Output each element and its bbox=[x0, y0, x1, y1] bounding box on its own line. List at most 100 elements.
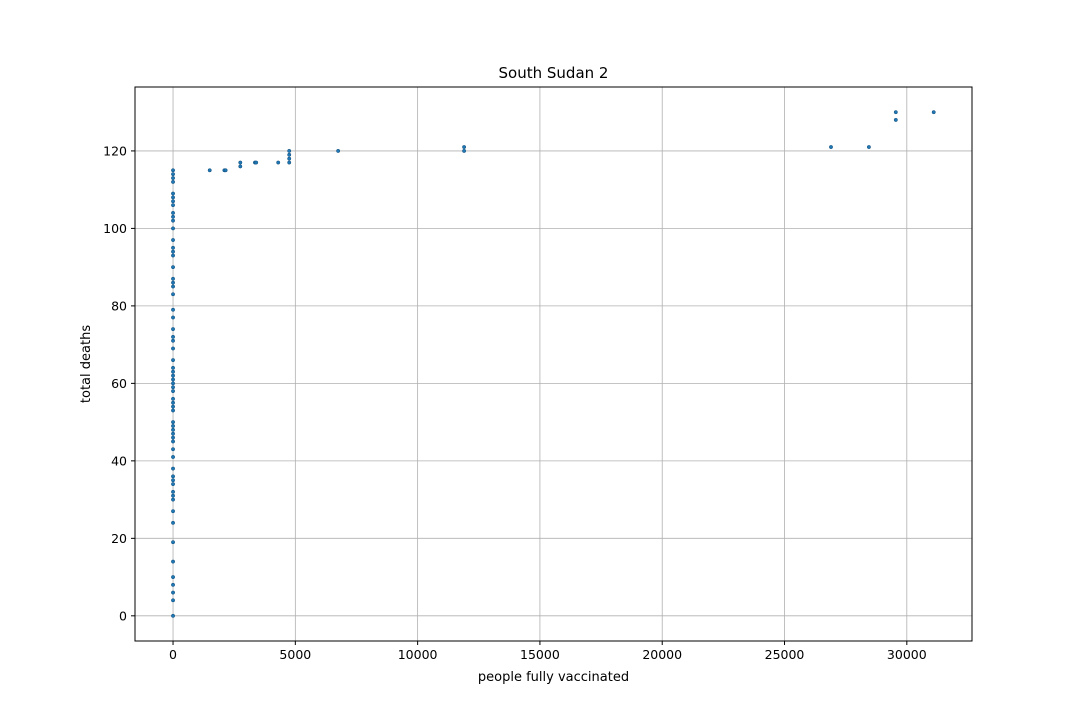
data-point bbox=[171, 365, 175, 370]
data-point bbox=[171, 199, 175, 204]
data-point bbox=[171, 509, 175, 514]
x-tick-label: 30000 bbox=[887, 647, 927, 662]
data-point bbox=[171, 424, 175, 428]
x-tick-label: 15000 bbox=[520, 647, 560, 662]
data-point bbox=[171, 408, 175, 413]
data-point bbox=[171, 210, 175, 215]
data-point bbox=[171, 315, 175, 320]
data-point bbox=[171, 292, 175, 297]
data-point bbox=[171, 431, 175, 436]
data-point bbox=[171, 245, 175, 250]
data-point bbox=[462, 145, 467, 149]
y-tick-label: 80 bbox=[111, 298, 127, 313]
data-point bbox=[171, 447, 175, 452]
data-point bbox=[171, 346, 175, 351]
data-point bbox=[223, 168, 228, 173]
data-point bbox=[254, 160, 259, 165]
data-point bbox=[171, 404, 175, 409]
data-point bbox=[171, 389, 175, 394]
data-point bbox=[171, 489, 175, 494]
data-point bbox=[287, 156, 292, 161]
y-tick-label: 0 bbox=[119, 608, 127, 623]
data-point bbox=[171, 385, 175, 390]
data-point bbox=[287, 160, 292, 165]
y-tick-label: 120 bbox=[103, 143, 127, 158]
data-point bbox=[893, 117, 898, 122]
grid bbox=[135, 87, 972, 641]
data-point bbox=[171, 265, 175, 270]
chart-title: South Sudan 2 bbox=[499, 64, 609, 82]
x-tick-label: 10000 bbox=[398, 647, 438, 662]
plot-frame bbox=[134, 86, 973, 642]
data-point bbox=[171, 176, 175, 180]
data-point bbox=[171, 195, 175, 200]
data-point bbox=[171, 226, 175, 231]
data-point bbox=[866, 145, 871, 149]
data-point bbox=[171, 179, 175, 184]
data-point bbox=[171, 284, 175, 289]
data-point bbox=[287, 148, 292, 153]
data-point bbox=[171, 280, 175, 285]
data-point bbox=[171, 249, 175, 254]
data-point bbox=[171, 369, 175, 374]
data-point bbox=[171, 474, 175, 479]
data-point bbox=[171, 276, 175, 281]
data-point bbox=[207, 168, 212, 173]
data-point bbox=[171, 218, 175, 223]
data-point bbox=[171, 214, 175, 219]
data-point bbox=[171, 373, 175, 378]
data-point bbox=[171, 400, 175, 405]
data-point bbox=[829, 145, 833, 149]
data-point bbox=[171, 520, 175, 525]
y-tick-label: 40 bbox=[111, 453, 127, 468]
data-point bbox=[171, 396, 175, 401]
y-tick-label: 60 bbox=[111, 376, 127, 391]
data-point bbox=[893, 110, 898, 115]
data-point bbox=[171, 253, 175, 258]
data-point bbox=[276, 160, 281, 165]
x-axis-label: people fully vaccinated bbox=[478, 670, 629, 685]
data-point bbox=[171, 540, 175, 545]
data-point bbox=[171, 327, 175, 332]
data-point bbox=[171, 493, 175, 498]
data-point bbox=[238, 160, 243, 165]
data-point bbox=[171, 427, 175, 432]
data-point bbox=[171, 482, 175, 487]
data-point bbox=[171, 358, 175, 363]
data-point bbox=[171, 439, 175, 444]
data-point bbox=[287, 152, 292, 157]
data-point bbox=[171, 478, 175, 483]
data-point bbox=[171, 455, 175, 459]
data-point bbox=[171, 598, 175, 603]
y-tick-label: 20 bbox=[111, 531, 127, 546]
x-tick-label: 5000 bbox=[279, 647, 311, 662]
y-tick-label: 100 bbox=[103, 221, 127, 236]
data-point bbox=[171, 338, 175, 343]
x-tick-label: 0 bbox=[169, 647, 177, 662]
x-tick-label: 20000 bbox=[642, 647, 682, 662]
x-tick-label: 25000 bbox=[765, 647, 805, 662]
ticks: 0 5000 10000 15000 20000 25000 30000 0 20 40 60 80 1… bbox=[103, 143, 927, 662]
data-point bbox=[171, 590, 175, 595]
data-point bbox=[336, 148, 341, 153]
data-point bbox=[171, 435, 175, 440]
data-point bbox=[171, 238, 175, 242]
data-points bbox=[171, 110, 936, 618]
data-point bbox=[171, 381, 175, 386]
data-point bbox=[238, 164, 243, 169]
data-point bbox=[171, 307, 175, 312]
data-point bbox=[171, 497, 175, 502]
data-point bbox=[171, 334, 175, 339]
data-point bbox=[171, 559, 175, 564]
data-point bbox=[931, 110, 936, 115]
data-point bbox=[171, 420, 175, 425]
data-point bbox=[171, 466, 175, 471]
data-point bbox=[171, 582, 175, 587]
y-axis-label: total deaths bbox=[79, 325, 94, 403]
data-point bbox=[462, 148, 467, 153]
data-point bbox=[171, 613, 175, 618]
data-point bbox=[171, 172, 175, 177]
data-point bbox=[171, 168, 175, 173]
data-point bbox=[171, 191, 175, 196]
